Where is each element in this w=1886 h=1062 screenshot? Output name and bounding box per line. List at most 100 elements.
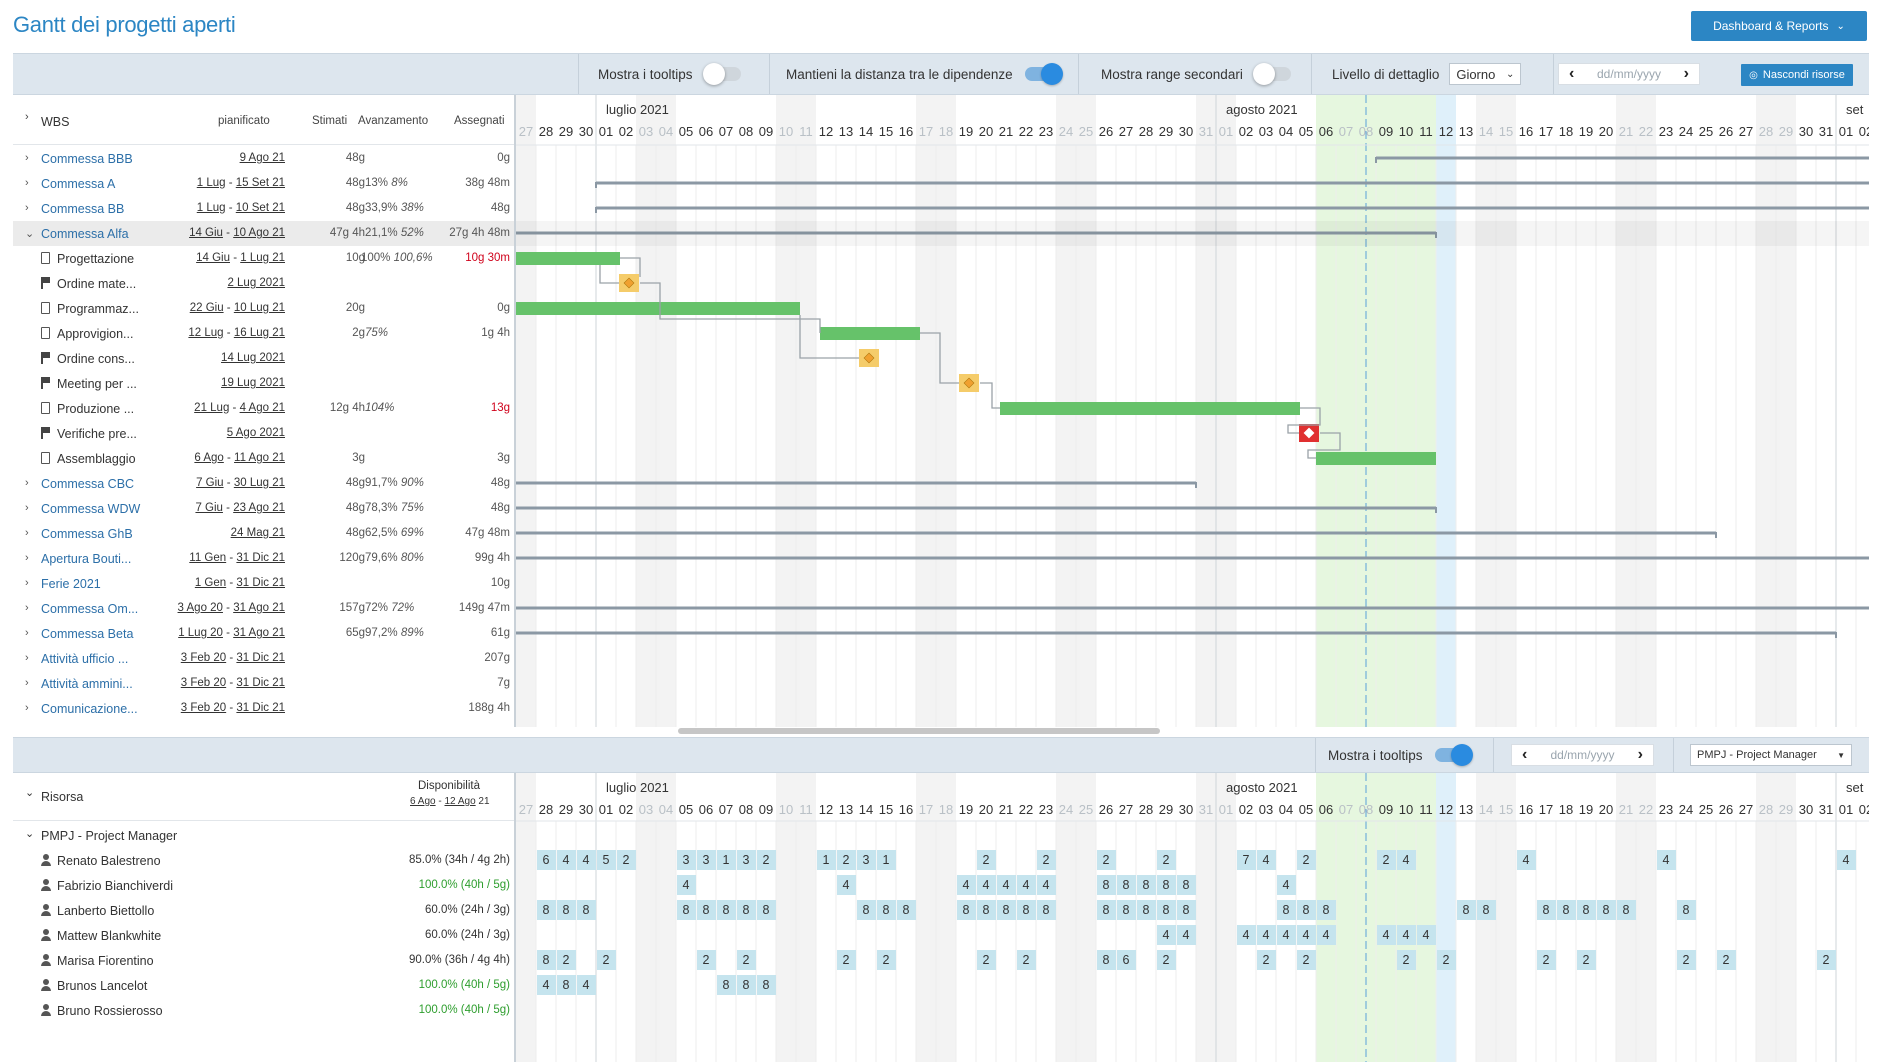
wbs-project-row[interactable]: › Commessa Om... 3 Ago 20 - 31 Ago 21 157g 7… [13,596,515,621]
wbs-row-name[interactable]: Commessa Alfa [41,227,129,241]
allocation-cell[interactable]: 8 [756,900,776,920]
allocation-cell[interactable]: 8 [1176,900,1196,920]
wbs-start-date[interactable]: 1 Gen [194,577,227,589]
wbs-end-date[interactable]: 23 Ago 21 [233,502,285,514]
date-input[interactable]: dd/mm/yyyy [1596,67,1661,81]
allocation-cell[interactable]: 4 [1016,875,1036,895]
allocation-cell[interactable]: 8 [876,900,896,920]
wbs-row-name[interactable]: Commessa Beta [41,627,134,641]
allocation-cell[interactable]: 4 [1276,875,1296,895]
wbs-row-name[interactable]: Progettazione [57,252,135,266]
allocation-cell[interactable]: 2 [1676,950,1696,970]
allocation-cell[interactable]: 4 [976,875,996,895]
allocation-cell[interactable]: 8 [716,975,736,995]
wbs-end-date[interactable]: 31 Ago 21 [233,627,285,639]
wbs-row-name[interactable]: Attività ufficio ... [41,652,129,666]
allocation-cell[interactable]: 8 [1176,875,1196,895]
allocation-cell[interactable]: 8 [1316,900,1336,920]
allocation-cell[interactable]: 8 [736,900,756,920]
wbs-project-row[interactable]: › Commessa A 1 Lug - 15 Set 21 48g 13% 8% 38g… [13,171,515,196]
allocation-cell[interactable]: 7 [1236,850,1256,870]
allocation-cell[interactable]: 2 [1396,950,1416,970]
allocation-cell[interactable]: 8 [1296,900,1316,920]
allocation-cell[interactable]: 4 [1516,850,1536,870]
next-date-icon[interactable]: › [1683,65,1689,82]
allocation-cell[interactable]: 8 [1616,900,1636,920]
expand-icon[interactable]: › [25,577,29,589]
allocation-cell[interactable]: 1 [876,850,896,870]
gantt-horizontal-scrollbar[interactable] [678,728,1160,734]
allocation-cell[interactable]: 8 [976,900,996,920]
wbs-end-date[interactable]: 1 Lug 21 [240,252,285,264]
allocation-cell[interactable]: 1 [816,850,836,870]
allocation-cell[interactable]: 4 [1416,925,1436,945]
wbs-end-date[interactable]: 31 Dic 21 [236,652,285,664]
wbs-start-date[interactable]: 1 Lug [196,202,226,214]
allocation-cell[interactable]: 2 [1016,950,1036,970]
hide-resources-button[interactable]: ◎ Nascondi risorse [1741,64,1853,86]
allocation-cell[interactable]: 8 [1136,875,1156,895]
allocation-cell[interactable]: 8 [996,900,1016,920]
allocation-cell[interactable]: 8 [536,900,556,920]
allocation-cell[interactable]: 4 [676,875,696,895]
wbs-task-row[interactable]: Verifiche pre... 5 Ago 2021 [13,421,515,446]
wbs-end-date[interactable]: 30 Lug 21 [233,477,285,489]
resource-row[interactable]: Mattew Blankwhite 60.0% (24h / 3g) [13,923,515,948]
wbs-project-row[interactable]: › Ferie 2021 1 Gen - 31 Dic 21 10g [13,571,515,596]
wbs-end-date[interactable]: 15 Set 21 [235,177,285,189]
wbs-start-date[interactable]: 22 Giu [189,302,224,314]
allocation-cell[interactable]: 4 [1316,925,1336,945]
allocation-cell[interactable]: 8 [1556,900,1576,920]
resource-row[interactable]: Marisa Fiorentino 90.0% (36h / 4g 4h) [13,948,515,973]
allocation-cell[interactable]: 8 [576,900,596,920]
allocation-cell[interactable]: 4 [956,875,976,895]
wbs-start-date[interactable]: 6 Ago [194,452,224,464]
allocation-cell[interactable]: 2 [1576,950,1596,970]
allocation-cell[interactable]: 8 [1276,900,1296,920]
allocation-cell[interactable]: 2 [696,950,716,970]
expand-icon[interactable]: › [25,527,29,539]
allocation-cell[interactable]: 8 [1456,900,1476,920]
wbs-row-name[interactable]: Ferie 2021 [41,577,101,591]
wbs-row-name[interactable]: Attività ammini... [41,677,133,691]
wbs-end-date[interactable]: 10 Lug 21 [233,302,285,314]
wbs-start-date[interactable]: 3 Feb 20 [180,677,227,689]
allocation-cell[interactable]: 8 [896,900,916,920]
allocation-cell[interactable]: 4 [1036,875,1056,895]
availability-end[interactable]: 12 Ago [444,796,476,807]
allocation-cell[interactable]: 1 [716,850,736,870]
wbs-end-date[interactable]: 31 Dic 21 [236,677,285,689]
allocation-cell[interactable]: 8 [676,900,696,920]
tooltips-toggle[interactable] [702,63,741,85]
allocation-cell[interactable]: 8 [1136,900,1156,920]
wbs-row-name[interactable]: Commessa WDW [41,502,141,516]
allocation-cell[interactable]: 4 [536,975,556,995]
allocation-cell[interactable]: 2 [1256,950,1276,970]
allocation-cell[interactable]: 2 [596,950,616,970]
wbs-row-name[interactable]: Commessa A [41,177,116,191]
allocation-cell[interactable]: 6 [536,850,556,870]
wbs-project-row[interactable]: › Commessa BB 1 Lug - 10 Set 21 48g 33,9% 38… [13,196,515,221]
wbs-end-date[interactable]: 24 Mag 21 [230,527,285,539]
allocation-cell[interactable]: 4 [1836,850,1856,870]
wbs-project-row[interactable]: › Commessa BBB 9 Ago 21 48g 0g [13,146,515,171]
allocation-cell[interactable]: 8 [736,975,756,995]
expand-icon[interactable]: › [25,702,29,714]
expand-all-icon[interactable]: › [25,111,29,123]
wbs-start-date[interactable]: 3 Ago 20 [177,602,223,614]
expand-icon[interactable]: › [25,602,29,614]
expand-icon[interactable]: › [25,627,29,639]
wbs-start-date[interactable]: 12 Lug [188,327,224,339]
resource-tooltips-toggle[interactable] [1434,744,1473,766]
wbs-row-name[interactable]: Produzione ... [57,402,135,416]
wbs-end-date[interactable]: 31 Dic 21 [236,577,285,589]
allocation-cell[interactable]: 4 [1396,850,1416,870]
allocation-cell[interactable]: 2 [1096,850,1116,870]
wbs-start-date[interactable]: 3 Feb 20 [180,652,227,664]
wbs-end-date[interactable]: 10 Ago 21 [233,227,285,239]
allocation-cell[interactable]: 2 [1816,950,1836,970]
allocation-cell[interactable]: 2 [1036,850,1056,870]
wbs-start-date[interactable]: 11 Gen [189,552,227,564]
allocation-cell[interactable]: 4 [1176,925,1196,945]
wbs-start-date[interactable]: 1 Lug 20 [178,627,223,639]
